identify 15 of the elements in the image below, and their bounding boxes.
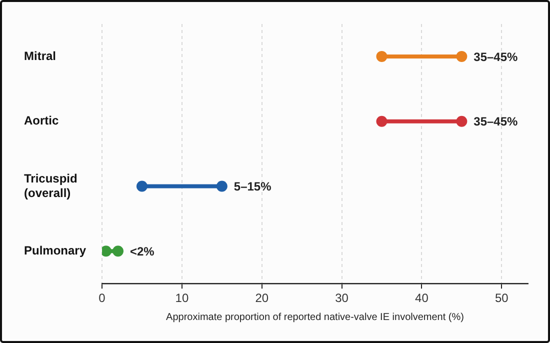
x-tick-label: 20 xyxy=(255,291,269,306)
annotation: 5–15% xyxy=(234,180,272,194)
y-tick-label: Pulmonary xyxy=(24,243,86,258)
annotation: <2% xyxy=(130,244,155,258)
x-tick-label: 30 xyxy=(335,291,349,306)
annotation: 35–45% xyxy=(474,114,518,129)
x-axis-title: Approximate proportion of reported native-valve IE involvement (%) xyxy=(166,312,464,323)
x-tick-label: 50 xyxy=(494,291,509,306)
annotation: 35–45% xyxy=(474,50,518,64)
x-tick-label: 40 xyxy=(415,291,429,306)
y-tick-label: Mitral xyxy=(24,48,56,63)
x-tick-label: 0 xyxy=(98,291,106,306)
y-tick-label: Tricuspid (overall) xyxy=(24,171,78,200)
x-tick-label: 10 xyxy=(175,291,189,306)
y-tick-label: Aortic xyxy=(24,114,59,128)
